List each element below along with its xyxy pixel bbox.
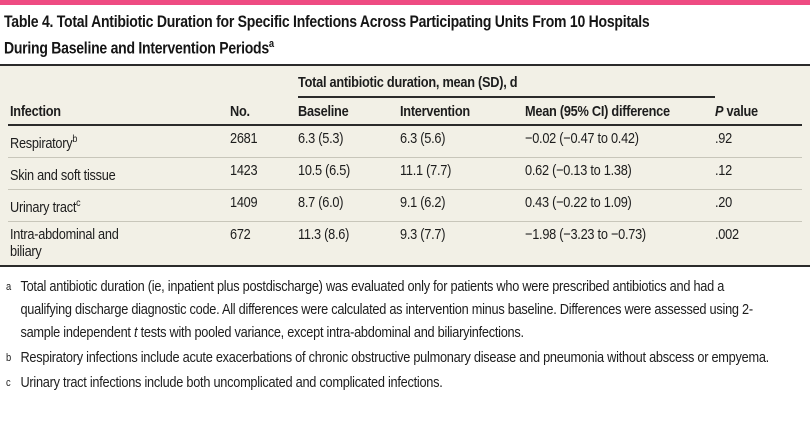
cell-baseline: 6.3 (5.3) <box>298 129 344 147</box>
header-p-italic: P <box>715 102 724 120</box>
footnote-marker-c: c <box>76 196 81 209</box>
cell-infection: Urinary tractc <box>10 194 230 217</box>
header-intervention: Intervention <box>400 102 525 121</box>
table-row: Respiratoryb 2681 6.3 (5.3) 6.3 (5.6) −0… <box>0 126 810 157</box>
footnote-a-text: Total antibiotic duration (ie, inpatient… <box>20 277 753 341</box>
cell-intervention: 9.1 (6.2) <box>400 193 446 211</box>
title-footnote-marker-a: a <box>268 38 274 50</box>
footnote-marker-b: b <box>72 132 78 145</box>
footnote-c: c Urinary tract infections include both u… <box>6 371 771 394</box>
footnote-a-italic: t <box>133 323 138 341</box>
cell-no: 672 <box>230 225 251 243</box>
footnote-b-marker: b <box>6 351 11 364</box>
cell-mean-difference: 0.43 (−0.22 to 1.09) <box>525 193 632 211</box>
footnotes-section: a Total antibiotic duration (ie, inpatien… <box>6 275 771 394</box>
row-separator <box>8 220 802 222</box>
cell-infection: Respiratoryb <box>10 130 230 153</box>
cell-p-value: .002 <box>715 225 739 243</box>
table-title-line1: Table 4. Total Antibiotic Duration for S… <box>4 13 650 31</box>
cell-infection: Skin and soft tissue <box>10 162 230 185</box>
header-bottom-rule <box>8 123 802 126</box>
footnote-b-text: Respiratory infections include acute exa… <box>20 348 769 366</box>
cell-intervention: 9.3 (7.7) <box>400 225 446 243</box>
footnote-a: a Total antibiotic duration (ie, inpatien… <box>6 275 771 344</box>
cell-no: 1409 <box>230 193 258 211</box>
header-no-label: No. <box>230 102 250 120</box>
table-row: Intra-abdominal and biliary 672 11.3 (8.… <box>0 222 810 265</box>
header-mean-difference-label: Mean (95% CI) difference <box>525 102 670 120</box>
cell-no: 1423 <box>230 161 258 179</box>
spanning-header-row: Total antibiotic duration, mean (SD), d <box>0 66 810 98</box>
infection-name: Intra-abdominal and biliary <box>10 225 119 260</box>
header-p-rest: value <box>723 102 759 120</box>
infection-name: Urinary tract <box>10 198 77 216</box>
footnote-a-marker: a <box>6 280 11 293</box>
accent-top-bar <box>0 0 810 5</box>
cell-no: 2681 <box>230 129 258 147</box>
header-mean-difference: Mean (95% CI) difference <box>525 102 715 121</box>
footnote-c-text: Urinary tract infections include both un… <box>20 373 443 391</box>
cell-intervention: 6.3 (5.6) <box>400 129 446 147</box>
header-infection: Infection <box>10 102 230 121</box>
cell-p-value: .20 <box>715 193 732 211</box>
table-title: Table 4. Total Antibiotic Duration for S… <box>0 5 810 64</box>
header-no: No. <box>230 102 298 121</box>
header-p-value: P value <box>715 102 800 121</box>
data-table: Total antibiotic duration, mean (SD), d … <box>0 65 810 267</box>
footnote-b: b Respiratory infections include acute ex… <box>6 346 771 369</box>
cell-p-value: .92 <box>715 129 732 147</box>
column-header-row: Infection No. Baseline Intervention Mean… <box>0 98 810 124</box>
spanning-header-label: Total antibiotic duration, mean (SD), d <box>298 73 518 91</box>
spanning-header-cell: Total antibiotic duration, mean (SD), d <box>298 73 715 98</box>
title-divider-rule <box>0 63 810 66</box>
table-row: Urinary tractc 1409 8.7 (6.0) 9.1 (6.2) … <box>0 190 810 221</box>
row-separator <box>8 156 802 158</box>
header-baseline: Baseline <box>298 102 400 121</box>
cell-mean-difference: −1.98 (−3.23 to −0.73) <box>525 225 646 243</box>
header-infection-label: Infection <box>10 102 61 120</box>
infection-name: Skin and soft tissue <box>10 166 116 184</box>
header-intervention-label: Intervention <box>400 102 470 120</box>
header-baseline-label: Baseline <box>298 102 349 120</box>
row-separator <box>8 188 802 190</box>
table-title-line2: During Baseline and Intervention Periods… <box>4 33 274 60</box>
cell-baseline: 11.3 (8.6) <box>298 225 350 243</box>
infection-name: Respiratory <box>10 134 73 152</box>
cell-mean-difference: 0.62 (−0.13 to 1.38) <box>525 161 632 179</box>
table-title-line2-text: During Baseline and Intervention Periods <box>4 39 269 58</box>
cell-intervention: 11.1 (7.7) <box>400 161 452 179</box>
cell-infection: Intra-abdominal and biliary <box>10 226 230 261</box>
cell-p-value: .12 <box>715 161 732 179</box>
cell-baseline: 10.5 (6.5) <box>298 161 351 179</box>
cell-mean-difference: −0.02 (−0.47 to 0.42) <box>525 129 639 147</box>
table-row: Skin and soft tissue 1423 10.5 (6.5) 11.… <box>0 158 810 189</box>
footnote-c-marker: c <box>6 376 11 389</box>
cell-baseline: 8.7 (6.0) <box>298 193 344 211</box>
footnote-a-text-end: tests with pooled variance, except intra… <box>137 323 524 341</box>
